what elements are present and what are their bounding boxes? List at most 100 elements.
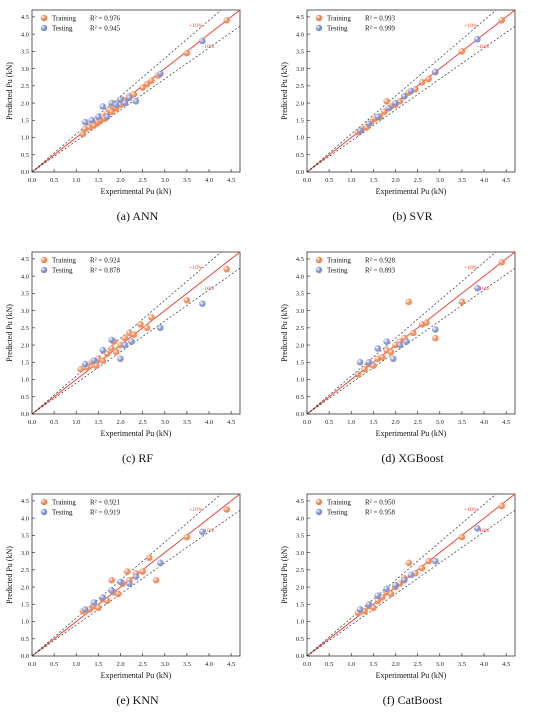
y-tick-label: 3.0 bbox=[296, 550, 304, 557]
panel-catboost: 0.0 0.0 0.5 0.5 1.0 1.0 1.5 1.5 2.0 2.0 2.5 2.5 3.0 3… bbox=[275, 484, 550, 726]
data-point bbox=[383, 98, 390, 105]
x-tick-label: 4.0 bbox=[480, 661, 488, 668]
y-tick-label: 3.5 bbox=[21, 533, 29, 540]
data-point bbox=[199, 528, 206, 536]
series-testing bbox=[356, 284, 481, 366]
data-point bbox=[374, 592, 382, 599]
x-tick-label: 4.5 bbox=[502, 419, 510, 426]
data-point bbox=[132, 573, 140, 581]
plot-frame bbox=[31, 493, 241, 657]
y-tick-label: 3.0 bbox=[21, 550, 29, 557]
y-tick-label: 0.5 bbox=[21, 152, 29, 159]
data-point bbox=[365, 358, 373, 366]
legend-name: Training bbox=[327, 257, 351, 265]
x-axis-label: Experimental Pu (kN) bbox=[101, 429, 172, 438]
legend-name: Training bbox=[52, 257, 76, 265]
caption-rf: (c) RF bbox=[122, 451, 153, 465]
panel-svr: 0.0 0.0 0.5 0.5 1.0 1.0 1.5 1.5 2.0 2.0 2.5 2.5 3.0 3… bbox=[275, 0, 550, 242]
y-tick-label: 3.5 bbox=[21, 49, 29, 56]
data-point bbox=[392, 99, 399, 107]
x-tick-label: 3.5 bbox=[458, 177, 466, 184]
data-point bbox=[148, 77, 155, 84]
data-point bbox=[385, 104, 393, 112]
data-point bbox=[396, 341, 404, 349]
y-axis-label: Predicted Pu (kN) bbox=[280, 62, 289, 120]
legend-marker bbox=[40, 14, 48, 22]
x-tick-label: 0.5 bbox=[50, 419, 58, 426]
y-axis-label: Predicted Pu (kN) bbox=[5, 546, 14, 604]
data-point bbox=[90, 599, 98, 606]
y-tick-label: 0.0 bbox=[21, 169, 29, 176]
data-point bbox=[389, 355, 397, 363]
data-point bbox=[143, 324, 151, 332]
data-point bbox=[121, 334, 129, 342]
data-point bbox=[401, 576, 408, 584]
y-tick-label: 4.0 bbox=[296, 515, 304, 522]
x-tick-label: 0.0 bbox=[303, 661, 311, 668]
y-tick-label: 4.0 bbox=[296, 273, 304, 280]
x-tick-label: 0.0 bbox=[28, 177, 36, 184]
series-testing bbox=[81, 300, 206, 368]
data-point bbox=[117, 96, 124, 103]
plus-10-line bbox=[32, 494, 222, 656]
x-tick-label: 4.0 bbox=[205, 661, 213, 668]
x-tick-label: 0.5 bbox=[325, 661, 333, 668]
data-point bbox=[143, 80, 151, 88]
data-point bbox=[81, 360, 89, 368]
plus-10-label: +10% bbox=[464, 507, 478, 513]
x-tick-label: 1.0 bbox=[347, 661, 355, 668]
data-point bbox=[117, 355, 124, 363]
y-tick-label: 3.5 bbox=[296, 533, 304, 540]
x-tick-label: 0.5 bbox=[50, 177, 58, 184]
data-point bbox=[137, 321, 144, 328]
legend-r2: R² = 0.999 bbox=[365, 25, 395, 33]
plus-10-label: +10% bbox=[189, 23, 203, 29]
data-point bbox=[354, 371, 362, 378]
x-axis-label: Experimental Pu (kN) bbox=[376, 671, 447, 680]
legend-r2: R² = 0.928 bbox=[365, 257, 395, 265]
legend-name: Testing bbox=[52, 267, 73, 275]
caption-xgboost: (d) XGBoost bbox=[381, 451, 444, 465]
series-testing bbox=[356, 525, 481, 613]
data-point bbox=[108, 336, 115, 344]
legend-name: Testing bbox=[327, 267, 348, 275]
data-point bbox=[356, 358, 364, 366]
legend-marker bbox=[40, 24, 48, 32]
x-tick-label: 0.0 bbox=[303, 177, 311, 184]
legend-r2: R² = 0.950 bbox=[365, 499, 395, 507]
x-tick-label: 0.0 bbox=[28, 661, 36, 668]
data-point bbox=[498, 259, 506, 266]
data-point bbox=[90, 357, 98, 364]
data-point bbox=[103, 113, 111, 121]
data-point bbox=[223, 265, 231, 273]
legend-name: Testing bbox=[52, 509, 73, 517]
legend-name: Training bbox=[327, 15, 351, 23]
y-tick-label: 4.5 bbox=[296, 14, 304, 21]
x-tick-label: 1.0 bbox=[72, 661, 80, 668]
y-tick-label: 4.0 bbox=[21, 273, 29, 280]
series-testing bbox=[81, 528, 206, 613]
data-point bbox=[401, 92, 408, 100]
y-tick-label: 3.5 bbox=[21, 291, 29, 298]
legend-marker bbox=[315, 256, 323, 264]
legend-name: Training bbox=[52, 499, 76, 507]
y-axis-label: Predicted Pu (kN) bbox=[5, 62, 14, 120]
y-tick-label: 1.5 bbox=[21, 117, 29, 124]
y-axis-label: Predicted Pu (kN) bbox=[5, 304, 14, 362]
plus-10-line bbox=[32, 252, 222, 414]
data-point bbox=[145, 554, 153, 562]
x-tick-label: 2.5 bbox=[414, 419, 422, 426]
data-point bbox=[223, 17, 231, 24]
plot-frame bbox=[306, 251, 516, 415]
plot-frame bbox=[31, 9, 241, 173]
x-tick-label: 4.5 bbox=[502, 661, 510, 668]
chart-svr: 0.00.0 0.5 0.5 1.0 1.0 1.5 1.5 2.0 2.0 2.5 2.5 3.0 3… bbox=[280, 9, 516, 196]
y-tick-label: 4.5 bbox=[21, 498, 29, 505]
legend-r2: R² = 0.878 bbox=[90, 267, 120, 275]
y-tick-label: 0.5 bbox=[296, 636, 304, 643]
x-tick-label: 1.0 bbox=[72, 177, 80, 184]
x-tick-label: 3.0 bbox=[436, 177, 444, 184]
x-tick-label: 0.5 bbox=[325, 177, 333, 184]
data-point bbox=[108, 587, 115, 594]
